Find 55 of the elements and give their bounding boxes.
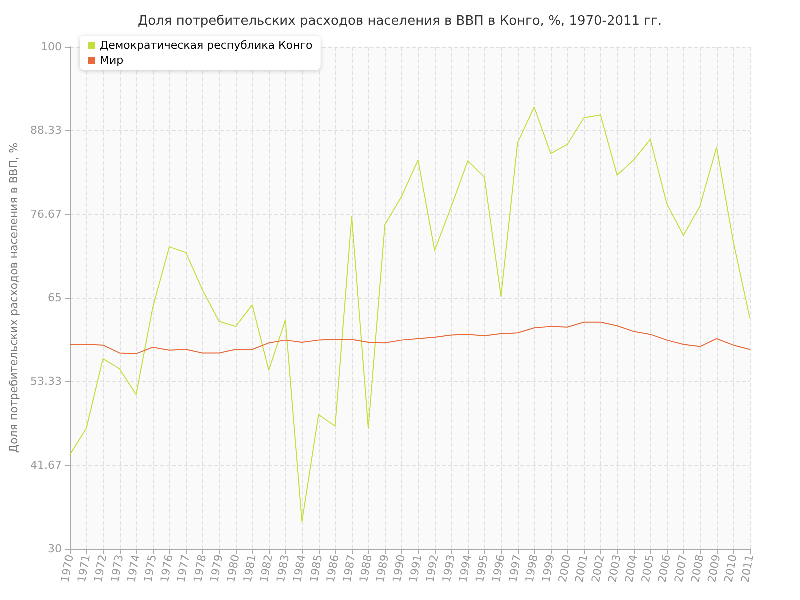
x-tick-label: 1978 xyxy=(191,554,210,584)
x-tick-label: 1973 xyxy=(108,554,126,584)
x-tick-label: 2000 xyxy=(556,554,574,584)
x-tick-label: 1983 xyxy=(274,554,292,584)
line-series xyxy=(70,106,750,522)
x-tick-label: 2010 xyxy=(722,554,740,584)
x-tick-label: 1985 xyxy=(308,554,326,584)
x-tick-label: 2006 xyxy=(656,554,674,584)
x-tick-label: 1981 xyxy=(241,554,259,584)
x-tick-label: 1993 xyxy=(440,554,458,584)
x-tick-label: 2001 xyxy=(572,554,591,584)
x-tick-label: 1996 xyxy=(490,554,508,584)
x-tick-label: 1987 xyxy=(340,554,358,584)
y-tick-label: 30 xyxy=(48,542,62,556)
y-tick-label: 65 xyxy=(48,292,62,304)
x-tick-label: 1977 xyxy=(174,554,192,584)
x-tick-label: 1972 xyxy=(92,554,110,584)
y-axis-title: Доля потребительских расходов населения в ВВП, % xyxy=(8,142,21,454)
x-tick-label: 2005 xyxy=(639,554,657,584)
y-tick-label: 76.67 xyxy=(30,208,62,221)
x-tick-label: 1984 xyxy=(290,554,309,584)
x-tick-label: 2003 xyxy=(606,554,624,584)
x-tick-label: 1990 xyxy=(390,554,408,584)
y-tick-label: 53.33 xyxy=(30,375,62,388)
line-series xyxy=(70,322,750,354)
x-tick-label: 1975 xyxy=(142,554,160,584)
x-tick-label: 1989 xyxy=(374,554,392,584)
x-tick-label: 1982 xyxy=(258,554,276,584)
x-tick-label: 2009 xyxy=(706,554,724,584)
x-tick-label: 2004 xyxy=(622,554,640,584)
y-tick-label: 100 xyxy=(41,40,62,54)
x-tick-label: 1998 xyxy=(523,554,541,584)
x-tick-label: 1995 xyxy=(473,554,492,584)
x-tick-label: 1991 xyxy=(407,554,425,584)
y-tick-label: 41.67 xyxy=(30,458,62,472)
x-tick-label: 1980 xyxy=(224,554,242,584)
x-tick-label: 1976 xyxy=(158,554,176,584)
y-tick-label: 88.33 xyxy=(30,124,62,138)
x-tick-label: 1994 xyxy=(456,554,474,584)
x-tick-label: 2002 xyxy=(589,554,608,584)
chart-title: Доля потребительских расходов населения в ВВП в Конго, %, 1970-2011 гг. xyxy=(138,14,662,29)
x-tick-label: 2007 xyxy=(672,554,690,584)
x-tick-label: 2008 xyxy=(688,554,707,584)
x-tick-label: 1997 xyxy=(506,554,524,584)
x-tick-label: 1979 xyxy=(208,554,226,584)
x-tick-label: 2011 xyxy=(738,554,756,584)
x-tick-label: 1974 xyxy=(125,554,143,584)
legend-label: Демократическая республика Конго xyxy=(100,39,313,52)
x-tick-label: 1986 xyxy=(324,554,342,584)
x-tick-label: 1999 xyxy=(540,554,558,584)
x-tick-label: 1988 xyxy=(357,554,375,584)
x-tick-label: 1992 xyxy=(424,554,442,584)
x-tick-label: 1971 xyxy=(75,554,93,584)
x-tick-label: 1970 xyxy=(58,554,76,584)
legend-label: Мир xyxy=(100,54,124,67)
